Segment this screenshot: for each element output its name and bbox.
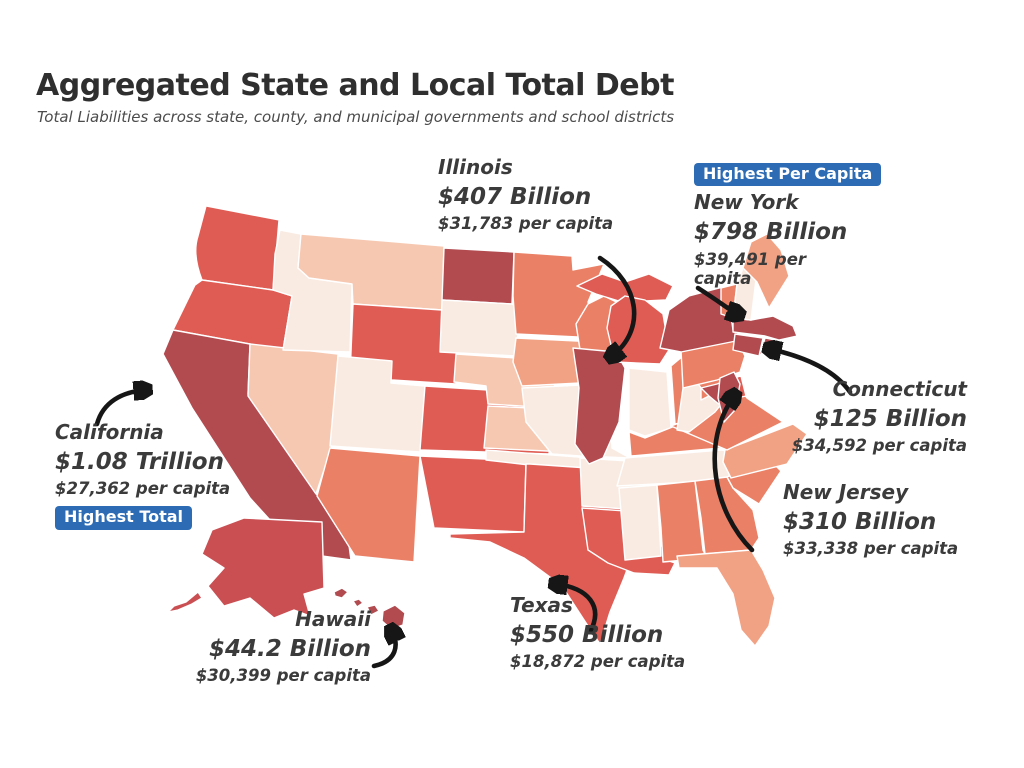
new-jersey-name: New Jersey: [783, 480, 909, 504]
highest-total-badge: Highest Total: [55, 506, 193, 530]
annotation-california: California $1.08 Trillion $27,362 per ca…: [55, 421, 230, 530]
illinois-total: $407 Billion: [438, 184, 592, 210]
texas-name: Texas: [510, 593, 573, 617]
california-total: $1.08 Trillion: [55, 449, 224, 475]
state-connecticut: [732, 333, 764, 357]
connecticut-per-capita: $34,592 per capita: [791, 436, 967, 456]
state-alaska: [167, 517, 325, 619]
page-subtitle: Total Liabilities across state, county, …: [37, 108, 675, 126]
state-south-dakota: [439, 299, 521, 357]
state-massachusetts: [732, 315, 798, 341]
new-york-per-capita: $39,491 per capita: [694, 249, 807, 288]
new-york-total: $798 Billion: [694, 219, 848, 246]
texas-per-capita: $18,872 per capita: [510, 652, 686, 672]
highest-per-capita-badge: Highest Per Capita: [694, 163, 882, 187]
illinois-per-capita: $31,783 per capita: [438, 214, 614, 234]
state-arizona: [316, 447, 421, 563]
hawaii-name: Hawaii: [295, 607, 371, 631]
state-new-mexico: [419, 455, 527, 533]
hawaii-total: $44.2 Billion: [209, 636, 371, 662]
annotation-new-york: Highest Per Capita New York $798 Billion…: [694, 163, 882, 289]
california-per-capita: $27,362 per capita: [55, 479, 231, 499]
hawaii-per-capita: $30,399 per capita: [195, 666, 371, 686]
annotation-illinois: Illinois $407 Billion $31,783 per capita: [438, 156, 613, 234]
state-indiana: [628, 367, 672, 437]
connecticut-total: $125 Billion: [813, 406, 967, 432]
state-washington: [195, 205, 280, 291]
california-name: California: [55, 420, 164, 444]
new-jersey-total: $310 Billion: [783, 509, 937, 535]
connecticut-name: Connecticut: [832, 377, 967, 401]
arrow-to-california: [94, 390, 145, 427]
page-title: Aggregated State and Local Total Debt: [36, 68, 674, 103]
state-north-dakota: [441, 247, 515, 305]
illinois-name: Illinois: [438, 155, 513, 179]
new-york-name: New York: [694, 190, 799, 215]
state-maine: [742, 233, 790, 309]
new-jersey-per-capita: $33,338 per capita: [783, 539, 959, 559]
texas-total: $550 Billion: [510, 622, 664, 648]
state-florida: [676, 549, 776, 647]
annotation-hawaii: Hawaii $44.2 Billion $30,399 per capita: [196, 608, 371, 686]
state-mississippi: [618, 484, 662, 561]
annotation-texas: Texas $550 Billion $18,872 per capita: [510, 594, 685, 672]
state-illinois: [572, 347, 626, 465]
annotation-new-jersey: New Jersey $310 Billion $33,338 per capi…: [783, 481, 958, 559]
annotation-connecticut: Connecticut $125 Billion $34,592 per cap…: [792, 378, 967, 456]
